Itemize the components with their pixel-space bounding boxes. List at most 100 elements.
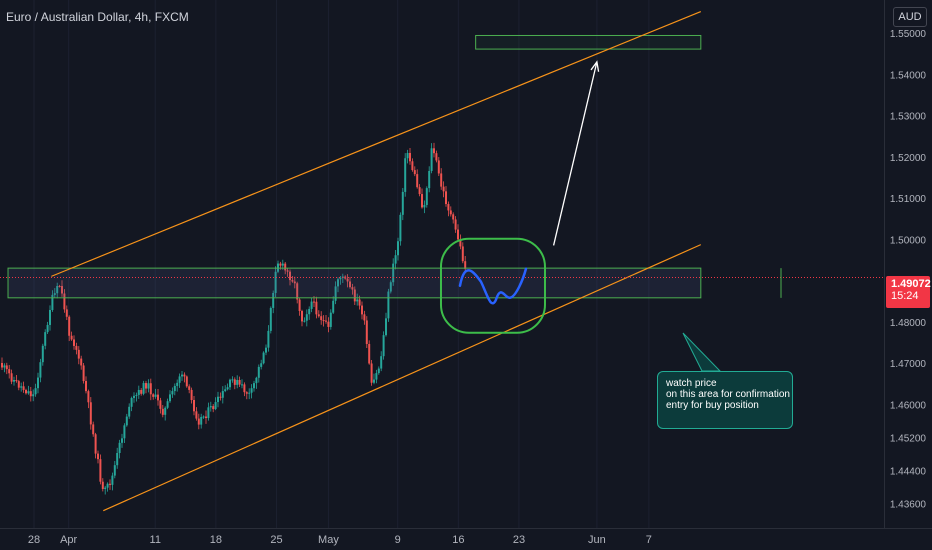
candle-body — [303, 320, 306, 322]
candle-body — [356, 299, 359, 302]
candle-body — [142, 383, 145, 394]
candle-body — [428, 170, 431, 189]
candle-body — [15, 380, 18, 382]
candle — [169, 390, 171, 403]
candle — [253, 380, 255, 392]
candle — [233, 377, 236, 390]
candle — [245, 391, 248, 400]
candle — [413, 166, 416, 177]
target-arrow-head — [590, 60, 600, 72]
candle — [236, 375, 239, 389]
candle — [121, 433, 123, 448]
candle — [375, 369, 378, 384]
candle — [77, 346, 80, 365]
candle-body — [351, 287, 354, 290]
candle-body — [380, 356, 383, 369]
y-axis: 1.55000 1.54000 1.53000 1.52000 1.51000 1.500… — [884, 0, 932, 550]
candle-body — [82, 365, 85, 382]
bar-countdown: 15:24 — [891, 290, 919, 302]
candle — [214, 397, 217, 411]
candle-body — [452, 214, 455, 220]
candle-body — [85, 381, 87, 392]
candle-body — [291, 280, 294, 282]
candle-body — [190, 389, 193, 400]
candle — [209, 401, 212, 412]
candle — [154, 388, 157, 399]
candle-body — [188, 386, 191, 390]
candle-body — [445, 191, 447, 205]
candle — [32, 389, 35, 402]
candle-body — [329, 312, 332, 327]
candle — [411, 158, 414, 172]
candle-body — [373, 379, 375, 383]
candle-body — [365, 320, 368, 344]
candle — [75, 342, 78, 355]
candle — [430, 143, 433, 174]
candle-body — [32, 394, 35, 397]
candle-body — [20, 386, 23, 388]
candle-body — [238, 379, 241, 385]
note-callout[interactable]: watch price on this area for confirmatio… — [657, 371, 793, 429]
candle — [329, 309, 332, 330]
candle — [397, 237, 399, 261]
candle — [257, 364, 260, 383]
candle-body — [315, 301, 318, 315]
candle — [406, 149, 409, 164]
candle — [41, 343, 44, 366]
candle-body — [118, 442, 121, 454]
candle — [308, 306, 311, 320]
candle — [250, 384, 253, 399]
candle-body — [63, 293, 66, 310]
candle-body — [286, 270, 289, 272]
candle-body — [224, 389, 227, 392]
candle-body — [389, 282, 392, 292]
candle-body — [214, 402, 217, 410]
candle — [123, 423, 126, 444]
candle — [73, 335, 75, 350]
candle-body — [413, 170, 416, 175]
currency-button[interactable]: AUD — [893, 7, 927, 27]
x-tick-label: Apr — [60, 534, 77, 546]
candle — [94, 432, 97, 459]
x-tick-label: 16 — [452, 534, 464, 546]
candle-body — [425, 188, 428, 205]
candle — [89, 397, 92, 430]
candle — [351, 283, 354, 295]
candle — [327, 317, 330, 333]
x-tick-label: 7 — [646, 534, 652, 546]
candle-body — [22, 386, 25, 390]
candle — [207, 402, 210, 421]
candle — [296, 281, 299, 304]
candle-body — [17, 381, 20, 388]
candle — [392, 258, 395, 286]
candle — [178, 373, 181, 388]
candle-body — [430, 148, 433, 171]
candle — [193, 395, 195, 416]
candle — [65, 305, 68, 321]
candle — [140, 388, 143, 396]
candle-body — [447, 204, 450, 211]
candle — [217, 391, 219, 408]
candle — [15, 374, 18, 383]
candle-body — [185, 376, 188, 387]
candle-body — [197, 418, 200, 425]
y-tick-label: 1.47000 — [890, 359, 927, 370]
candle — [157, 389, 159, 406]
drawings — [0, 10, 884, 512]
candle — [315, 296, 318, 319]
note-line-1: watch price — [666, 378, 717, 389]
candle-body — [159, 400, 162, 409]
candle-body — [435, 153, 438, 161]
candle — [238, 376, 241, 388]
symbol-title[interactable]: Euro / Australian Dollar, 4h, FXCM — [6, 10, 189, 24]
candle-body — [305, 314, 308, 321]
x-tick-label: May — [318, 534, 339, 546]
candle-body — [243, 384, 246, 393]
candle — [190, 387, 193, 404]
candle-body — [375, 373, 378, 380]
candle — [303, 317, 306, 323]
x-axis: 28 Apr 11 18 25 May 9 16 23 Jun 7 — [0, 528, 932, 550]
candle-body — [133, 395, 135, 398]
candle-body — [65, 309, 68, 317]
